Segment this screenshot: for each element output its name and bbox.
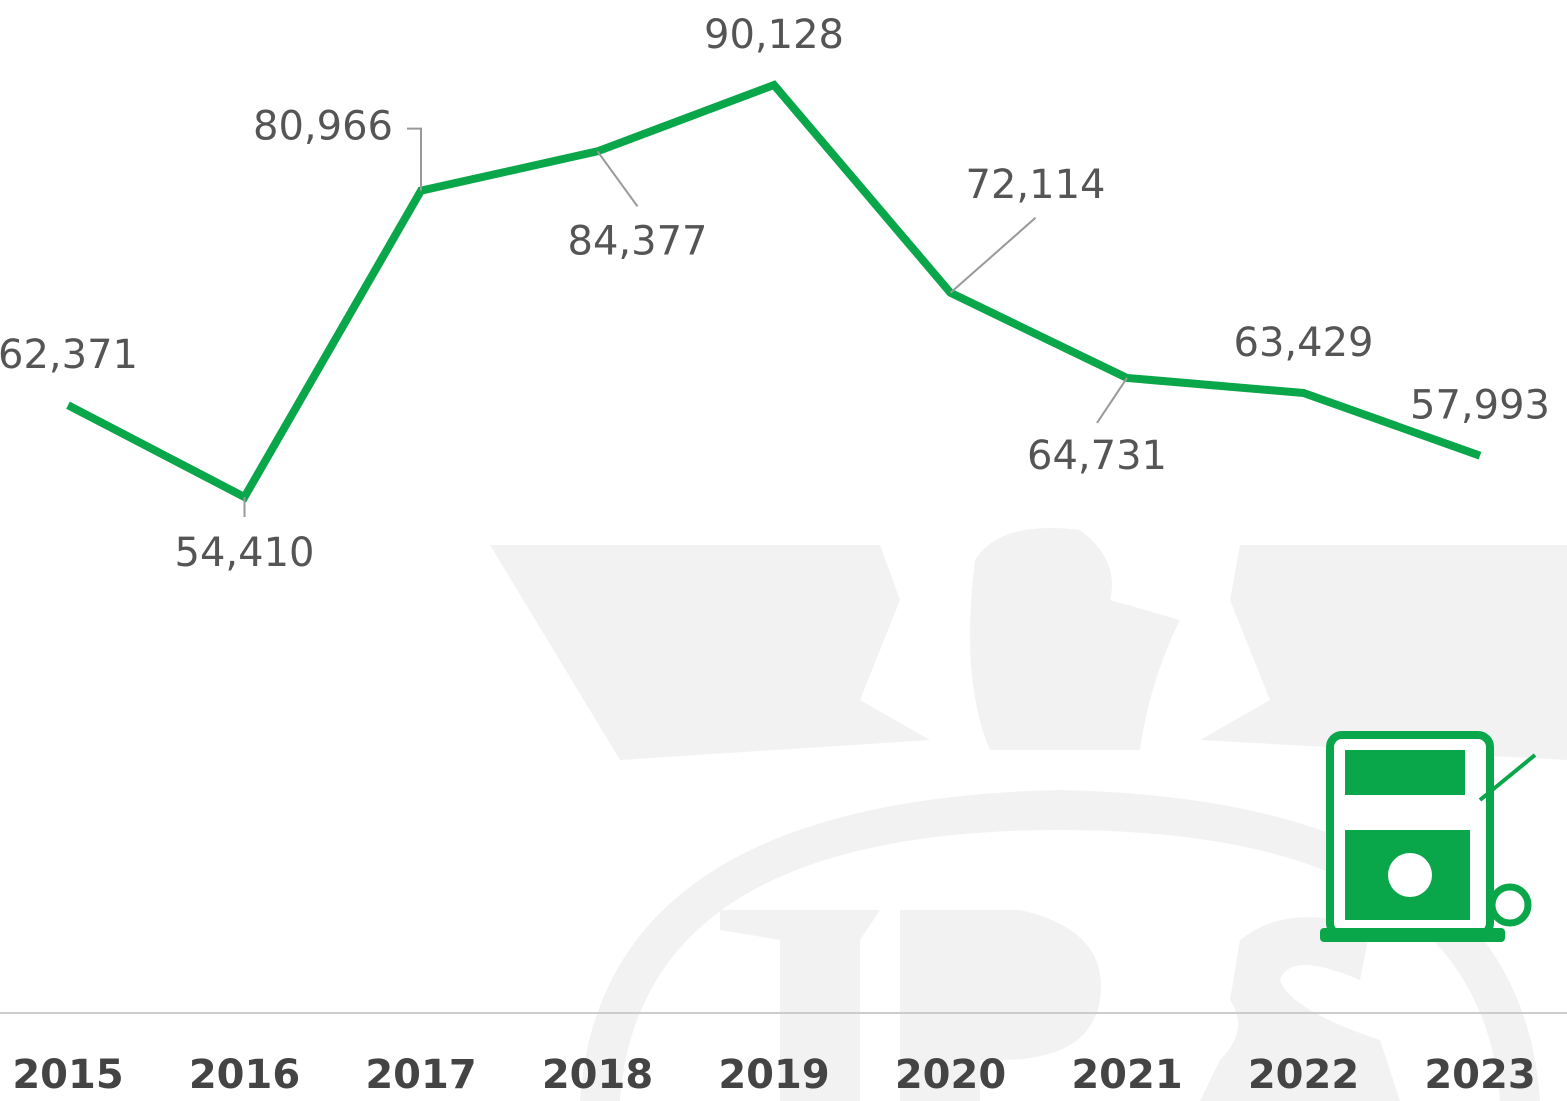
x-tick-label: 2018 (542, 1052, 653, 1098)
icon (1320, 731, 1537, 942)
x-tick-label: 2015 (12, 1052, 123, 1098)
value-label: 62,371 (0, 332, 138, 378)
value-label: 64,731 (1027, 433, 1167, 479)
x-tick-label: 2020 (895, 1052, 1006, 1098)
value-label: 54,410 (175, 530, 315, 576)
value-label: 90,128 (704, 12, 844, 58)
watermark (490, 528, 1567, 1101)
x-tick-label: 2021 (1071, 1052, 1182, 1098)
leader-line (949, 217, 1037, 294)
x-tick-label: 2022 (1248, 1052, 1359, 1098)
x-tick-label: 2016 (189, 1052, 300, 1098)
data-line (66, 80, 1482, 503)
x-tick-label: 2019 (718, 1052, 829, 1098)
x-tick-label: 2017 (365, 1052, 476, 1098)
value-label: 84,377 (568, 218, 708, 264)
x-tick-label: 2023 (1424, 1052, 1535, 1098)
value-label: 72,114 (966, 162, 1106, 208)
value-label: 80,966 (253, 104, 393, 150)
leader-line (596, 150, 639, 207)
value-label: 57,993 (1410, 383, 1550, 429)
leader-line (407, 127, 422, 191)
value-label: 63,429 (1234, 320, 1374, 366)
leader-line (1096, 377, 1128, 424)
